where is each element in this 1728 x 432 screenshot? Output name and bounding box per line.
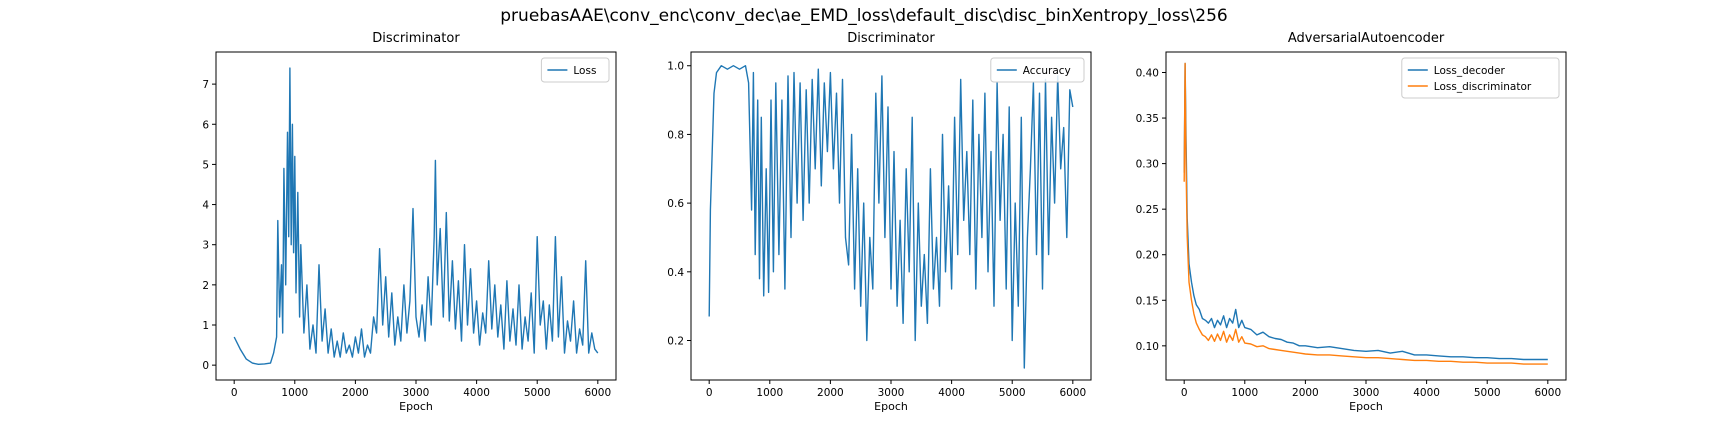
y-tick-label: 1 <box>202 320 209 332</box>
plot-frame <box>690 51 1092 381</box>
plot-frame <box>215 51 617 381</box>
y-tick-label: 3 <box>202 240 209 252</box>
y-tick-label: 0.15 <box>1136 295 1159 307</box>
series-line-1 <box>233 67 599 365</box>
y-tick-label: 0.2 <box>667 336 684 348</box>
x-tick-label: 5000 <box>524 387 551 399</box>
x-tick-label: 4000 <box>463 387 490 399</box>
x-tick-label: 3000 <box>403 387 430 399</box>
y-tick-label: 0.30 <box>1136 159 1159 171</box>
y-tick-label: 0.40 <box>1136 68 1159 80</box>
x-tick-label: 4000 <box>1413 387 1440 399</box>
x-tick-label: 4000 <box>938 387 965 399</box>
y-tick-label: 0.4 <box>667 267 684 279</box>
chart-title: Discriminator <box>372 31 460 46</box>
series-line-2 <box>1183 62 1548 365</box>
chart-title: AdversarialAutoencoder <box>1288 31 1445 46</box>
x-tick-label: 0 <box>706 387 713 399</box>
y-tick-label: 0.25 <box>1136 204 1159 216</box>
legend-box <box>540 57 610 83</box>
series-line-1 <box>708 64 1074 369</box>
series-line-1 <box>1183 62 1548 361</box>
legend-label: Loss <box>573 65 596 77</box>
y-tick-label: 0.20 <box>1136 250 1159 262</box>
y-tick-label: 4 <box>202 200 209 212</box>
x-tick-label: 1000 <box>281 387 308 399</box>
legend-box <box>990 57 1085 83</box>
x-axis-label: Epoch <box>399 400 433 413</box>
y-tick-label: 0.6 <box>667 198 684 210</box>
plot-frame <box>1165 51 1567 381</box>
chart-panel-1: Discriminator 0 1000 2000 3000 4000 5000 6000 0 1… <box>202 31 617 413</box>
x-tick-label: 1000 <box>756 387 783 399</box>
x-tick-label: 2000 <box>1292 387 1319 399</box>
y-tick-label: 5 <box>202 159 209 171</box>
x-tick-label: 2000 <box>817 387 844 399</box>
y-tick-label: 0 <box>202 360 209 372</box>
legend-label: Accuracy <box>1023 65 1071 77</box>
x-tick-label: 0 <box>231 387 238 399</box>
legend: Loss <box>540 57 610 83</box>
x-tick-label: 1000 <box>1231 387 1258 399</box>
y-tick-label: 7 <box>202 79 209 91</box>
legend-box <box>1401 57 1560 99</box>
legend-label: Loss_decoder <box>1434 65 1506 77</box>
x-tick-label: 5000 <box>999 387 1026 399</box>
x-tick-label: 2000 <box>342 387 369 399</box>
x-axis-label: Epoch <box>874 400 908 413</box>
chart-panel-3: AdversarialAutoencoder 0 1000 2000 3000 4000 5… <box>1136 31 1567 413</box>
x-tick-label: 3000 <box>1353 387 1380 399</box>
chart-panel-2: Discriminator 0 1000 2000 3000 4000 5000 6000 0.… <box>667 31 1092 413</box>
x-tick-label: 0 <box>1181 387 1188 399</box>
y-tick-label: 0.35 <box>1136 113 1159 125</box>
y-tick-label: 0.10 <box>1136 341 1159 353</box>
x-tick-label: 6000 <box>1534 387 1561 399</box>
x-tick-label: 3000 <box>878 387 905 399</box>
x-axis-label: Epoch <box>1349 400 1383 413</box>
legend-label: Loss_discriminator <box>1434 81 1532 93</box>
legend: Loss_decoder Loss_discriminator <box>1401 57 1560 99</box>
y-tick-label: 2 <box>202 280 209 292</box>
y-tick-label: 6 <box>202 119 209 131</box>
legend: Accuracy <box>990 57 1085 83</box>
chart-title: Discriminator <box>847 31 935 46</box>
y-tick-label: 1.0 <box>667 61 684 73</box>
figure-suptitle: pruebasAAE\conv_enc\conv_dec\ae_EMD_loss… <box>500 6 1228 26</box>
y-tick-label: 0.8 <box>667 129 684 141</box>
x-tick-label: 5000 <box>1474 387 1501 399</box>
x-tick-label: 6000 <box>1059 387 1086 399</box>
x-tick-label: 6000 <box>584 387 611 399</box>
